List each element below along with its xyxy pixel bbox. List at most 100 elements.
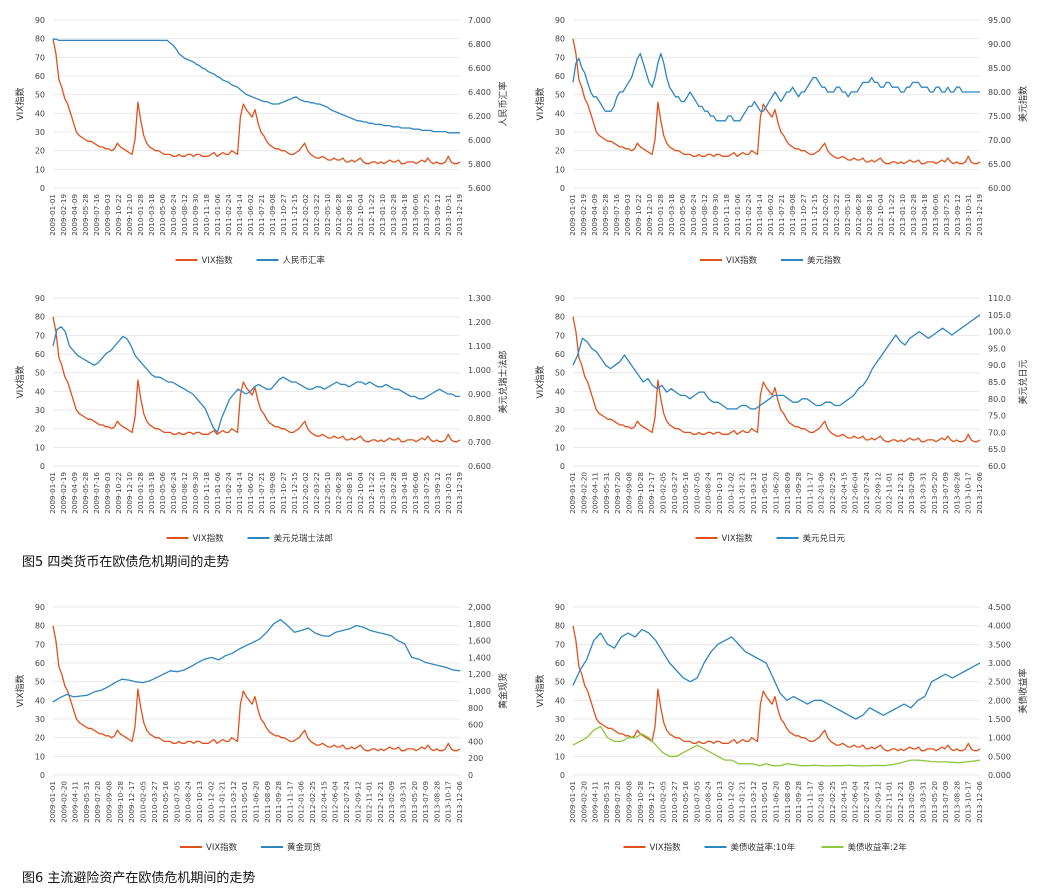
x-tick-label: 2010-08-12 (180, 472, 189, 514)
legend-label: VIX指数 (202, 255, 234, 266)
series-line-vix (52, 38, 461, 165)
x-tick-label: 2010-06-24 (169, 472, 178, 514)
x-tick-label: 2011-01-21 (738, 472, 747, 514)
right-tick-label: 800 (468, 704, 483, 713)
right-axis-title: 美元兑瑞士法郎 (497, 350, 509, 413)
x-tick-label: 2011-07-21 (257, 194, 266, 236)
x-tick-label: 2013-05-20 (410, 781, 419, 823)
x-tick-label: 2013-04-18 (400, 194, 409, 236)
right-axis-title: 美债收益率 (1017, 668, 1029, 713)
x-tick-label: 2009-01-01 (48, 194, 57, 236)
x-tick-label: 2009-10-22 (114, 472, 123, 514)
left-tick-label: 40 (555, 696, 565, 705)
right-axis-title: 美元指数 (1017, 86, 1029, 122)
x-tick-label: 2013-12-06 (975, 781, 984, 823)
x-tick-label: 2009-04-09 (590, 194, 599, 236)
left-tick-label: 70 (555, 640, 565, 649)
right-tick-label: 3.000 (988, 659, 1011, 668)
x-tick-label: 2009-09-03 (623, 194, 632, 236)
left-tick-label: 40 (555, 109, 565, 118)
left-tick-label: 80 (555, 313, 565, 322)
x-tick-label: 2009-05-31 (602, 781, 611, 823)
right-tick-label: 1,200 (468, 670, 491, 679)
left-tick-label: 80 (35, 313, 45, 322)
left-axis-title: VIX指数 (534, 366, 546, 399)
x-tick-label: 2011-09-08 (788, 194, 797, 236)
left-tick-label: 30 (555, 128, 565, 137)
right-tick-label: 0.700 (468, 438, 491, 447)
x-tick-label: 2010-05-06 (678, 194, 687, 236)
series-line-secondary (572, 725, 981, 767)
x-tick-label: 2010-03-27 (670, 781, 679, 823)
x-tick-label: 2012-11-22 (367, 194, 376, 236)
right-tick-label: 75.0 (988, 412, 1006, 421)
left-tick-label: 40 (35, 387, 45, 396)
left-tick-label: 80 (35, 35, 45, 44)
left-tick-label: 20 (555, 425, 565, 434)
x-tick-label: 2011-11-17 (285, 781, 294, 823)
left-tick-label: 30 (35, 406, 45, 415)
series-line-primary (572, 52, 980, 122)
left-tick-label: 30 (555, 715, 565, 724)
x-tick-label: 2011-05-01 (240, 781, 249, 823)
left-tick-label: 80 (35, 622, 45, 631)
x-tick-label: 2009-04-09 (70, 472, 79, 514)
left-tick-label: 50 (555, 369, 565, 378)
x-tick-label: 2011-02-24 (224, 194, 233, 236)
left-tick-label: 40 (35, 109, 45, 118)
x-tick-label: 2011-10-27 (279, 194, 288, 236)
x-tick-label: 2013-04-18 (920, 194, 929, 236)
x-tick-label: 2011-06-02 (246, 194, 255, 236)
x-tick-label: 2010-03-18 (147, 194, 156, 236)
x-tick-label: 2010-07-05 (692, 781, 701, 823)
right-tick-label: 1.000 (988, 734, 1011, 743)
x-tick-label: 2009-05-28 (81, 194, 90, 236)
x-tick-label: 2011-07-21 (777, 194, 786, 236)
x-tick-label: 2011-05-01 (760, 781, 769, 823)
right-tick-label: 110.0 (988, 294, 1011, 303)
right-tick-label: 80.0 (988, 395, 1006, 404)
chart-vix-vs-treasury-yields: 0 10 20 30 40 50 60 70 80 90 0.000 0.500 1.000 1.500 2… (525, 595, 1035, 865)
left-tick-label: 90 (555, 16, 565, 25)
right-tick-label: 400 (468, 737, 483, 746)
right-axis-title: 黄金现货 (497, 673, 509, 709)
x-tick-label: 2011-11-17 (805, 472, 814, 514)
x-tick-label: 2012-02-25 (828, 781, 837, 823)
x-tick-label: 2009-01-01 (568, 194, 577, 236)
right-tick-label: 100.0 (988, 328, 1011, 337)
chart-vix-vs-gold: 0 10 20 30 40 50 60 70 80 90 0 200 400 600 800 1,000 1,2… (5, 595, 515, 865)
x-tick-label: 2013-02-09 (907, 781, 916, 823)
left-tick-label: 10 (35, 752, 45, 761)
x-tick-label: 2012-08-16 (865, 194, 874, 236)
chart-vix-vs-rmb: 0 10 20 30 40 50 60 70 80 90 5.600 5.800 6.000 6.200 6… (5, 8, 515, 278)
left-tick-label: 90 (35, 16, 45, 25)
x-tick-label: 2012-02-02 (301, 194, 310, 236)
legend-label: 美债收益率:10年 (731, 842, 796, 853)
left-tick-label: 50 (555, 678, 565, 687)
x-tick-label: 2009-12-17 (647, 781, 656, 823)
x-tick-label: 2009-02-20 (579, 472, 588, 514)
x-tick-label: 2011-08-09 (783, 472, 792, 514)
chart-2-svg: 0 10 20 30 40 50 60 70 80 90 60.00 65.00 70.00 75.00 8… (534, 16, 1029, 266)
x-tick-label: 2013-03-31 (918, 472, 927, 514)
right-tick-label: 6.400 (468, 88, 491, 97)
x-tick-label: 2011-04-14 (755, 194, 764, 236)
x-tick-label: 2009-09-08 (625, 472, 634, 514)
x-tick-label: 2011-10-27 (799, 194, 808, 236)
right-tick-label: 6.000 (468, 136, 491, 145)
x-tick-label: 2009-07-20 (93, 781, 102, 823)
series-line-primary (572, 314, 981, 410)
left-tick-label: 60 (35, 72, 45, 81)
x-tick-label: 2009-07-16 (612, 194, 621, 236)
x-tick-label: 2010-01-28 (136, 194, 145, 236)
left-tick-label: 20 (555, 147, 565, 156)
x-tick-label: 2011-04-14 (235, 194, 244, 236)
x-tick-label: 2013-07-09 (941, 781, 950, 823)
left-axis-title: VIX指数 (534, 88, 546, 121)
right-tick-label: 1,800 (468, 620, 491, 629)
x-tick-label: 2013-09-12 (953, 194, 962, 236)
x-tick-label: 2013-02-28 (389, 194, 398, 236)
right-tick-label: 0.500 (988, 752, 1011, 761)
left-tick-label: 40 (555, 387, 565, 396)
x-tick-label: 2013-06-06 (411, 194, 420, 236)
